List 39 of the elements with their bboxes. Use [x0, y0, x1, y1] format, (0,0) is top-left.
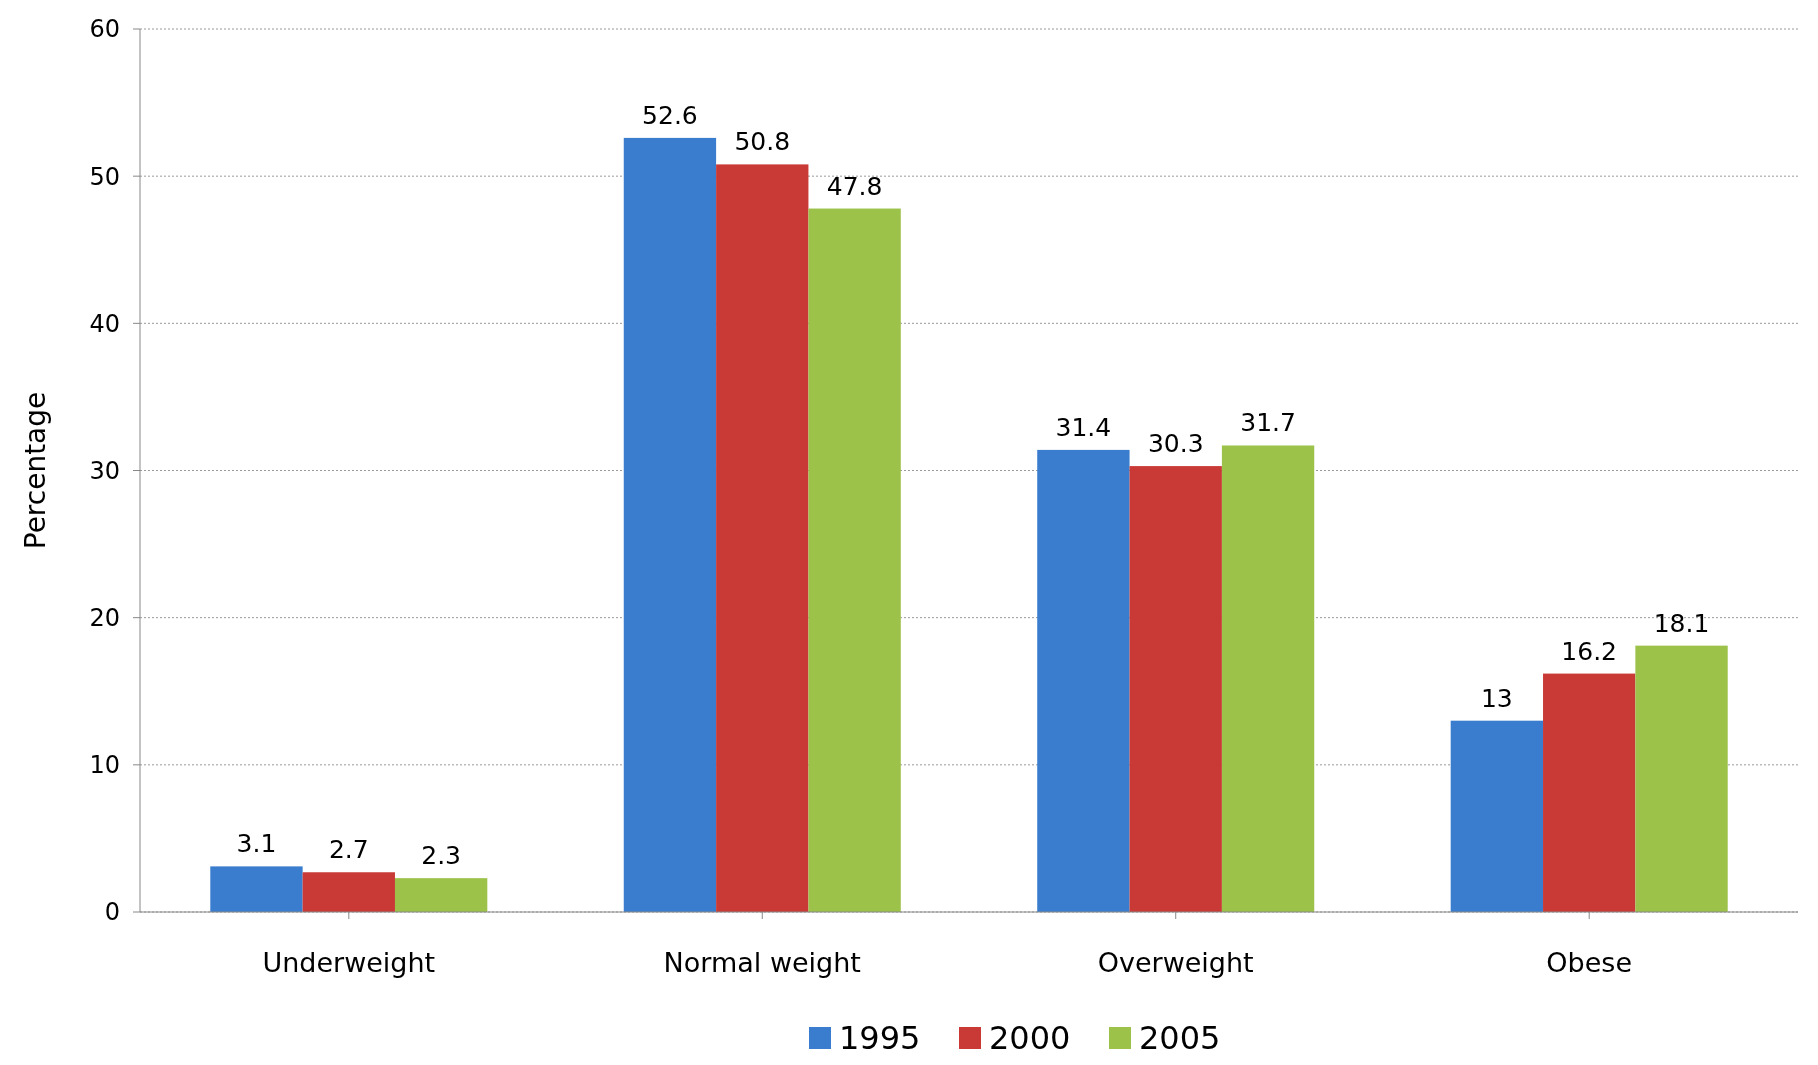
y-tick-label: 20: [89, 604, 120, 633]
x-tick-label: Overweight: [1097, 947, 1254, 978]
y-axis-title: Percentage: [19, 391, 52, 550]
data-label: 31.4: [1055, 412, 1112, 442]
bar: [1129, 466, 1222, 912]
x-tick-label: Underweight: [262, 947, 436, 978]
y-tick-label: 40: [89, 309, 120, 338]
bar: [302, 872, 395, 912]
data-label: 30.3: [1147, 429, 1204, 459]
y-tick-label: 50: [89, 162, 120, 191]
y-tick-label: 60: [89, 15, 120, 44]
bar: [1221, 445, 1315, 912]
bar: [210, 866, 303, 912]
data-label: 52.6: [642, 100, 698, 130]
data-label: 18.1: [1653, 608, 1710, 638]
legend-label: 1995: [839, 1019, 921, 1058]
bar: [1037, 449, 1130, 912]
y-tick-label: 10: [89, 751, 120, 780]
data-label: 2.3: [421, 841, 462, 871]
bar: [808, 208, 901, 912]
data-label: 47.8: [826, 171, 883, 201]
y-tick-label: 30: [89, 456, 120, 485]
data-label: 50.8: [734, 127, 791, 157]
bar: [394, 878, 488, 912]
y-tick-label: 0: [104, 898, 120, 927]
bar: [716, 164, 809, 912]
bar: [623, 137, 717, 912]
data-label: 2.7: [328, 835, 369, 865]
x-tick-label: Obese: [1546, 947, 1633, 978]
data-label: 31.7: [1240, 408, 1296, 438]
bar: [1635, 645, 1728, 912]
data-label: 13: [1480, 683, 1513, 713]
data-label: 16.2: [1561, 636, 1618, 666]
bar: [1543, 673, 1636, 912]
bar: [1450, 720, 1544, 912]
legend-label: 2000: [989, 1019, 1071, 1058]
x-tick-label: Normal weight: [663, 947, 861, 978]
legend-label: 2005: [1139, 1019, 1221, 1058]
data-label: 3.1: [236, 829, 277, 859]
